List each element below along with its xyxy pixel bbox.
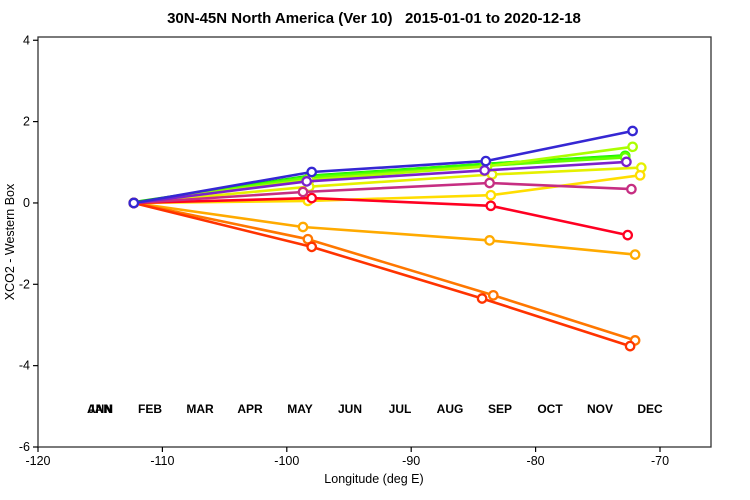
series-line-AUG (132, 201, 632, 348)
legend-label-MAY: MAY (287, 402, 313, 416)
series-point-JUN (629, 249, 641, 260)
x-tick-label: -120 (25, 454, 50, 468)
y-tick-label: -2 (19, 277, 30, 291)
series-point-DEC (128, 197, 140, 209)
legend-label-JUL: JUL (389, 402, 412, 416)
legend-label-MAR: MAR (186, 402, 214, 416)
x-axis-label: Longitude (deg E) (324, 472, 423, 486)
series-point-AUG (476, 293, 488, 304)
y-tick-label: 0 (23, 196, 30, 210)
series-point-NOV (621, 156, 632, 168)
x-tick-label: -100 (274, 454, 299, 468)
y-tick-label: -6 (19, 440, 30, 454)
series-point-JUN (484, 235, 495, 246)
series-point-JUN (297, 221, 309, 233)
series-point-AUG (306, 241, 318, 253)
legend-label-OCT: OCT (537, 402, 563, 416)
x-tick-label: -110 (150, 454, 174, 468)
series-point-NOV (479, 165, 490, 176)
series-point-OCT (626, 183, 637, 195)
legend-label-DEC: DEC (637, 402, 663, 416)
data-series (128, 125, 647, 352)
series-line-SEP (132, 196, 630, 237)
legend-label-APR: APR (237, 402, 263, 416)
legend-label-SEP: SEP (488, 402, 512, 416)
series-point-MAY (634, 169, 646, 181)
series-line-NOV (132, 160, 628, 205)
series-point-DEC (627, 125, 638, 137)
legend-label-NOV: NOV (587, 402, 613, 416)
y-axis-label: XCO2 - Western Box (3, 183, 17, 300)
series-point-NOV (301, 176, 313, 187)
chart-title: 30N-45N North America (Ver 10) 2015-01-0… (167, 10, 581, 27)
x-tick-label: -70 (651, 454, 669, 468)
y-axis-ticks: -6 -4 -2 0 2 4 (19, 33, 38, 454)
series-point-DEC (480, 155, 492, 167)
series-point-MAR (627, 141, 638, 153)
series-line-DEC (132, 129, 634, 205)
plot-area-border (37, 36, 712, 448)
series-point-OCT (484, 177, 495, 189)
x-tick-label: -80 (527, 454, 545, 468)
series-point-SEP (306, 192, 318, 204)
series-point-SEP (485, 200, 497, 212)
series-line-JUL (132, 201, 637, 342)
series-point-OCT (297, 186, 309, 198)
series-point-JUL (487, 289, 499, 301)
series-line-JUN (132, 201, 637, 256)
y-tick-label: 4 (23, 33, 30, 47)
y-tick-label: 2 (23, 115, 30, 129)
legend-label-JAN: JAN (88, 402, 112, 416)
legend-label-ANN: ANN (87, 402, 113, 416)
series-point-SEP (622, 229, 634, 241)
series-point-AUG (624, 340, 636, 352)
legend-label-FEB: FEB (138, 402, 162, 416)
series-point-DEC (306, 166, 318, 178)
legend-label-AUG: AUG (437, 402, 464, 416)
x-axis-ticks: -120 -110 -100 -90 -80 -70 (25, 447, 669, 468)
y-tick-label: -4 (19, 359, 30, 373)
series-line-APR (132, 166, 643, 205)
legend-label-JUN: JUN (338, 402, 362, 416)
series-point-MAY (485, 189, 497, 201)
series-line-OCT (132, 181, 633, 205)
x-tick-label: -90 (402, 454, 420, 468)
